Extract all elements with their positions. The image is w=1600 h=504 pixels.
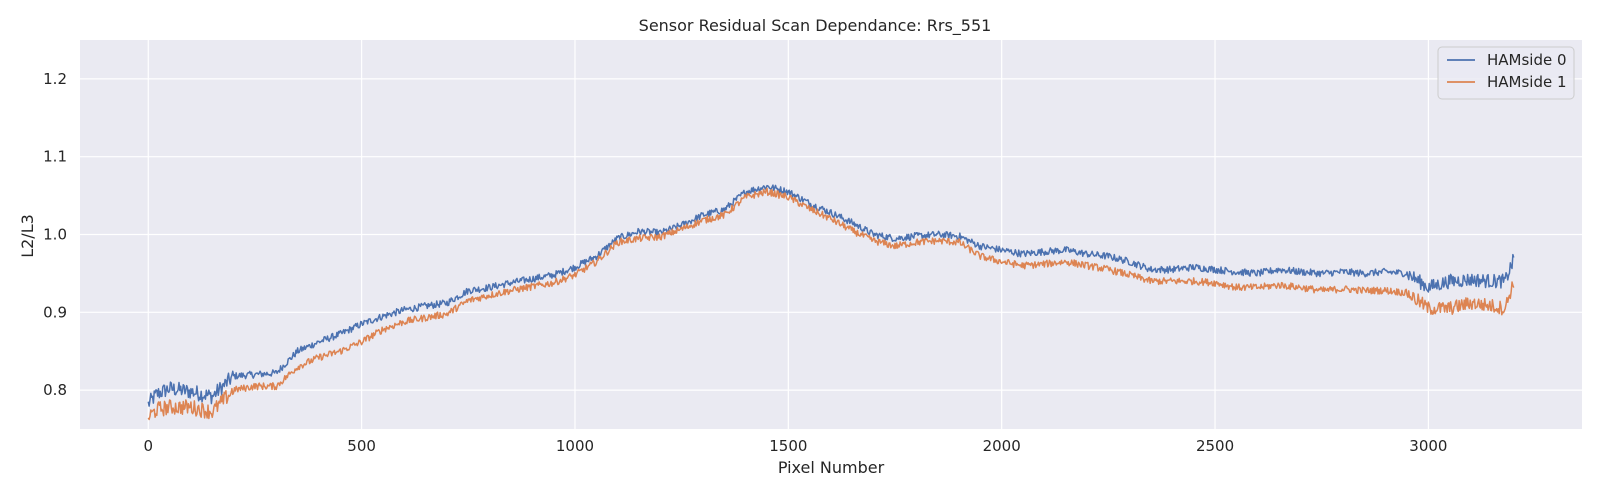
x-axis-ticks: 0 500 1000 1500 2000 2500 3000 [143, 437, 1447, 455]
series-line-hamside-1 [147, 187, 1515, 421]
x-tick-label: 1500 [769, 437, 807, 455]
y-tick-label: 1.0 [43, 226, 67, 244]
y-axis-title: L2/L3 [18, 214, 37, 258]
y-axis-ticks: 0.8 0.9 1.0 1.1 1.2 [43, 70, 67, 399]
series-layer [147, 184, 1515, 421]
x-tick-label: 2500 [1196, 437, 1234, 455]
x-tick-label: 3000 [1409, 437, 1447, 455]
legend-label: HAMside 1 [1487, 73, 1567, 91]
chart-title: Sensor Residual Scan Dependance: Rrs_551 [639, 16, 992, 36]
y-tick-label: 1.2 [43, 70, 67, 88]
x-tick-label: 1000 [556, 437, 594, 455]
x-tick-label: 500 [347, 437, 376, 455]
x-tick-label: 2000 [983, 437, 1021, 455]
legend-label: HAMside 0 [1487, 51, 1567, 69]
x-tick-label: 0 [143, 437, 153, 455]
y-tick-label: 0.9 [43, 303, 67, 321]
y-tick-label: 0.8 [43, 381, 67, 399]
x-axis-title: Pixel Number [778, 458, 885, 477]
legend: HAMside 0 HAMside 1 [1437, 46, 1575, 100]
grid [80, 40, 1582, 429]
y-tick-label: 1.1 [43, 148, 67, 166]
series-line-hamside-0 [147, 184, 1515, 407]
